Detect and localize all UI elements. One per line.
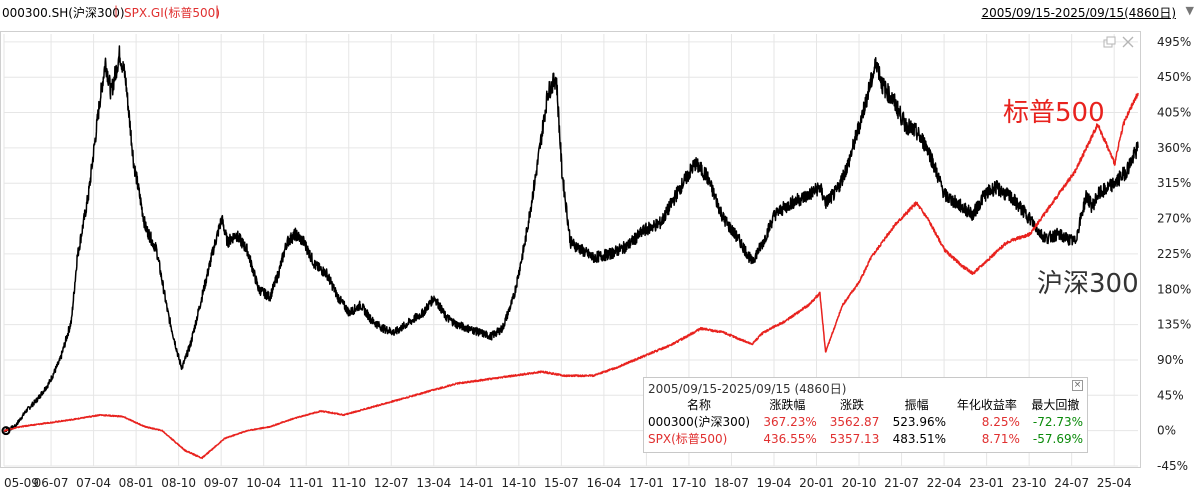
x-tick-label: 18-07 bbox=[714, 476, 749, 490]
y-tick-label: 225% bbox=[1157, 247, 1191, 261]
close-icon[interactable] bbox=[1122, 36, 1134, 48]
y-tick-label: 450% bbox=[1157, 70, 1191, 84]
column-header: 涨跌幅 bbox=[769, 398, 806, 412]
series-line-spx bbox=[3, 92, 1139, 460]
x-tick-label: 11-01 bbox=[289, 476, 324, 490]
x-tick-label: 23-10 bbox=[1012, 476, 1047, 490]
x-tick-label: 07-04 bbox=[76, 476, 111, 490]
x-tick-label: 11-10 bbox=[331, 476, 366, 490]
column-header: 涨跌 bbox=[840, 398, 865, 412]
y-tick-label: 315% bbox=[1157, 176, 1191, 190]
column-header: 振幅 bbox=[904, 398, 929, 412]
chart-annotations: 标普500 沪深300 bbox=[1003, 98, 1139, 299]
column-header: 年化收益率 bbox=[956, 398, 1017, 412]
x-tick-label: 20-10 bbox=[842, 476, 877, 490]
x-tick-label: 08-10 bbox=[161, 476, 196, 490]
x-tick-label: 15-07 bbox=[544, 476, 579, 490]
y-tick-label: -45% bbox=[1157, 459, 1188, 473]
stats-cell-change-pct: 367.23% bbox=[763, 414, 817, 429]
stats-cell-change-pct: 436.55% bbox=[763, 431, 817, 446]
stats-cell-amplitude: 483.51% bbox=[892, 431, 946, 446]
chart-series bbox=[1, 45, 1139, 460]
stats-row-spx[interactable]: SPX(标普500) 436.55% 5357.13 483.51% 8.71%… bbox=[644, 430, 1087, 447]
column-header: 名称 bbox=[687, 398, 712, 412]
y-axis: -45% 0% 45% 90% 135% 180% 225% 270% 315% 360% 405%… bbox=[1157, 35, 1191, 473]
chart-header: 000300.SH(沪深300) | SPX.GI(标普500) | 2005/… bbox=[0, 0, 1200, 22]
close-icon[interactable]: × bbox=[1072, 380, 1083, 391]
stats-cell-annual-return: 8.25% bbox=[981, 414, 1020, 429]
stats-cell-change: 5357.13 bbox=[829, 431, 880, 446]
x-tick-label: 17-10 bbox=[671, 476, 706, 490]
y-tick-label: 180% bbox=[1157, 282, 1191, 296]
x-tick-label: 08-01 bbox=[119, 476, 154, 490]
separator: | bbox=[215, 4, 220, 18]
annotation-hs300: 沪深300 bbox=[1037, 269, 1139, 299]
x-tick-label: 22-04 bbox=[927, 476, 962, 490]
y-tick-label: 135% bbox=[1157, 318, 1191, 332]
x-tick-label: 14-10 bbox=[501, 476, 536, 490]
date-range-selector[interactable]: 2005/09/15-2025/09/15(4860日) bbox=[981, 6, 1176, 20]
annotation-spx: 标普500 bbox=[1003, 98, 1105, 128]
stats-cell-annual-return: 8.71% bbox=[981, 431, 1020, 446]
stats-cell-name: 000300(沪深300) bbox=[648, 415, 751, 429]
y-tick-label: 90% bbox=[1157, 353, 1184, 367]
x-tick-label: 10-04 bbox=[246, 476, 281, 490]
series-line-hs300 bbox=[3, 45, 1139, 433]
x-tick-label: 17-01 bbox=[629, 476, 664, 490]
x-tick-label: 20-01 bbox=[799, 476, 834, 490]
stats-header-row: 名称 涨跌幅 涨跌 振幅 年化收益率 最大回撤 bbox=[644, 396, 1087, 413]
start-marker bbox=[1, 426, 11, 436]
x-tick-label: 12-07 bbox=[374, 476, 409, 490]
y-tick-label: 360% bbox=[1157, 141, 1191, 155]
separator: | bbox=[114, 4, 119, 18]
y-tick-label: 405% bbox=[1157, 106, 1191, 120]
x-tick-label: 24-07 bbox=[1054, 476, 1089, 490]
stats-cell-name: SPX(标普500) bbox=[648, 432, 728, 446]
plot-frame bbox=[0, 31, 1141, 468]
y-tick-label: 45% bbox=[1157, 388, 1184, 402]
y-tick-label: 270% bbox=[1157, 212, 1191, 226]
x-tick-label: 21-07 bbox=[884, 476, 919, 490]
series-label-hs300[interactable]: 000300.SH(沪深300) bbox=[2, 6, 125, 20]
stats-row-hs300[interactable]: 000300(沪深300) 367.23% 3562.87 523.96% 8.… bbox=[644, 413, 1087, 430]
stats-panel-title: 2005/09/15-2025/09/15 (4860日) bbox=[648, 382, 847, 396]
stats-panel: 2005/09/15-2025/09/15 (4860日) × 名称 涨跌幅 涨… bbox=[643, 377, 1088, 453]
x-tick-label: 13-04 bbox=[416, 476, 451, 490]
x-tick-label: 23-01 bbox=[969, 476, 1004, 490]
x-tick-label: 16-04 bbox=[586, 476, 621, 490]
restore-window-icon[interactable] bbox=[1103, 36, 1116, 48]
stats-cell-change: 3562.87 bbox=[829, 414, 880, 429]
stats-table: 名称 涨跌幅 涨跌 振幅 年化收益率 最大回撤 000300(沪深300) 36… bbox=[644, 396, 1087, 447]
y-tick-label: 0% bbox=[1157, 424, 1176, 438]
stats-cell-amplitude: 523.96% bbox=[892, 414, 946, 429]
x-tick-label: 14-01 bbox=[459, 476, 494, 490]
series-label-spx[interactable]: SPX.GI(标普500) bbox=[124, 6, 220, 20]
column-header: 最大回撤 bbox=[1031, 398, 1080, 412]
stats-cell-max-drawdown: -72.73% bbox=[1032, 414, 1083, 429]
x-tick-label: 06-07 bbox=[34, 476, 69, 490]
y-tick-label: 495% bbox=[1157, 35, 1191, 49]
x-tick-label: 05-09 bbox=[4, 476, 39, 490]
stats-cell-max-drawdown: -57.69% bbox=[1032, 431, 1083, 446]
x-tick-label: 19-04 bbox=[757, 476, 792, 490]
triangle-down-icon[interactable]: ▼ bbox=[1185, 4, 1194, 17]
x-tick-label: 25-04 bbox=[1097, 476, 1132, 490]
x-tick-label: 09-07 bbox=[204, 476, 239, 490]
